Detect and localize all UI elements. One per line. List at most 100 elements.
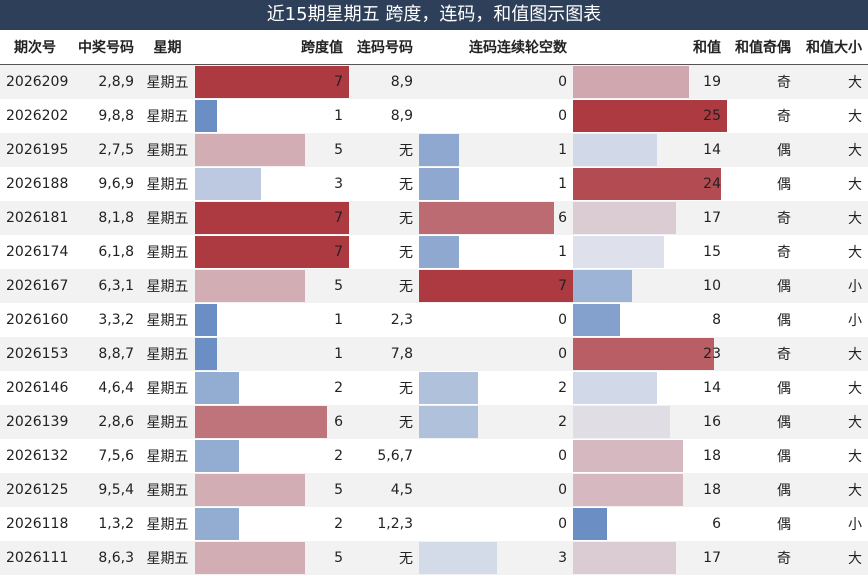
gap-cell: 7 xyxy=(419,269,573,303)
span-bar xyxy=(195,100,217,132)
span-bar xyxy=(195,474,305,506)
numbers-cell: 9,8,8 xyxy=(70,99,140,133)
consec-cell: 无 xyxy=(349,167,419,201)
sum-value: 17 xyxy=(703,210,721,226)
numbers-cell: 8,1,8 xyxy=(70,201,140,235)
period-cell: 2026146 xyxy=(0,371,70,405)
numbers-cell: 4,6,4 xyxy=(70,371,140,405)
gap-value: 0 xyxy=(558,108,567,124)
size-cell: 大 xyxy=(797,133,868,167)
weekday-cell: 星期五 xyxy=(140,235,195,269)
table-row: 2026146 4,6,4 星期五 2 无 2 14 偶大 xyxy=(0,371,868,405)
numbers-cell: 6,1,8 xyxy=(70,235,140,269)
period-cell: 2026111 xyxy=(0,541,70,575)
weekday-cell: 星期五 xyxy=(140,133,195,167)
span-bar xyxy=(195,372,239,404)
numbers-cell: 2,8,6 xyxy=(70,405,140,439)
numbers-cell: 2,8,9 xyxy=(70,64,140,99)
gap-cell: 0 xyxy=(419,439,573,473)
sum-cell: 17 xyxy=(573,201,727,235)
sum-value: 10 xyxy=(703,278,721,294)
parity-cell: 偶 xyxy=(727,167,797,201)
sum-cell: 19 xyxy=(573,64,727,99)
period-cell: 2026181 xyxy=(0,201,70,235)
sum-cell: 17 xyxy=(573,541,727,575)
gap-bar xyxy=(419,406,479,438)
gap-cell: 1 xyxy=(419,167,573,201)
span-value: 2 xyxy=(334,380,343,396)
gap-bar xyxy=(419,270,573,302)
header-consec: 连码号码 xyxy=(349,30,419,65)
gap-bar xyxy=(419,372,479,404)
sum-value: 16 xyxy=(703,414,721,430)
parity-cell: 偶 xyxy=(727,269,797,303)
consec-cell: 4,5 xyxy=(349,473,419,507)
weekday-cell: 星期五 xyxy=(140,541,195,575)
gap-bar xyxy=(419,202,555,234)
span-cell: 6 xyxy=(195,405,349,439)
span-value: 7 xyxy=(334,74,343,90)
size-cell: 小 xyxy=(797,303,868,337)
weekday-cell: 星期五 xyxy=(140,64,195,99)
span-bar xyxy=(195,270,305,302)
gap-value: 0 xyxy=(558,448,567,464)
parity-cell: 偶 xyxy=(727,405,797,439)
gap-value: 2 xyxy=(558,380,567,396)
parity-cell: 奇 xyxy=(727,64,797,99)
consec-cell: 5,6,7 xyxy=(349,439,419,473)
span-value: 3 xyxy=(334,176,343,192)
gap-cell: 0 xyxy=(419,337,573,371)
weekday-cell: 星期五 xyxy=(140,303,195,337)
period-cell: 2026167 xyxy=(0,269,70,303)
span-bar xyxy=(195,66,349,98)
span-bar xyxy=(195,168,261,200)
size-cell: 大 xyxy=(797,439,868,473)
table-row: 2026111 8,6,3 星期五 5 无 3 17 奇大 xyxy=(0,541,868,575)
sum-bar xyxy=(573,270,633,302)
consec-cell: 无 xyxy=(349,405,419,439)
header-sum: 和值 xyxy=(573,30,727,65)
gap-value: 1 xyxy=(558,142,567,158)
span-cell: 7 xyxy=(195,235,349,269)
gap-bar xyxy=(419,134,460,166)
span-bar xyxy=(195,440,239,472)
header-period: 期次号 xyxy=(0,30,70,65)
weekday-cell: 星期五 xyxy=(140,507,195,541)
span-value: 5 xyxy=(334,482,343,498)
period-cell: 2026188 xyxy=(0,167,70,201)
sum-cell: 6 xyxy=(573,507,727,541)
chart-title: 近15期星期五 跨度，连码，和值图示图表 xyxy=(0,0,868,30)
size-cell: 大 xyxy=(797,167,868,201)
size-cell: 大 xyxy=(797,541,868,575)
table-row: 2026188 9,6,9 星期五 3 无 1 24 偶大 xyxy=(0,167,868,201)
parity-cell: 奇 xyxy=(727,99,797,133)
sum-cell: 15 xyxy=(573,235,727,269)
consec-cell: 无 xyxy=(349,201,419,235)
table-row: 2026195 2,7,5 星期五 5 无 1 14 偶大 xyxy=(0,133,868,167)
span-value: 5 xyxy=(334,278,343,294)
consec-cell: 8,9 xyxy=(349,64,419,99)
sum-bar xyxy=(573,440,683,472)
gap-value: 0 xyxy=(558,516,567,532)
sum-value: 17 xyxy=(703,550,721,566)
consec-cell: 无 xyxy=(349,269,419,303)
gap-cell: 2 xyxy=(419,371,573,405)
numbers-cell: 8,8,7 xyxy=(70,337,140,371)
span-value: 1 xyxy=(334,108,343,124)
consec-cell: 8,9 xyxy=(349,99,419,133)
weekday-cell: 星期五 xyxy=(140,337,195,371)
sum-bar xyxy=(573,66,690,98)
span-cell: 5 xyxy=(195,541,349,575)
gap-value: 0 xyxy=(558,312,567,328)
sum-bar xyxy=(573,236,664,268)
gap-value: 0 xyxy=(558,346,567,362)
sum-cell: 24 xyxy=(573,167,727,201)
sum-bar xyxy=(573,406,671,438)
weekday-cell: 星期五 xyxy=(140,405,195,439)
sum-cell: 23 xyxy=(573,337,727,371)
sum-cell: 14 xyxy=(573,371,727,405)
sum-value: 18 xyxy=(703,482,721,498)
gap-cell: 6 xyxy=(419,201,573,235)
table-row: 2026167 6,3,1 星期五 5 无 7 10 偶小 xyxy=(0,269,868,303)
sum-bar xyxy=(573,372,658,404)
